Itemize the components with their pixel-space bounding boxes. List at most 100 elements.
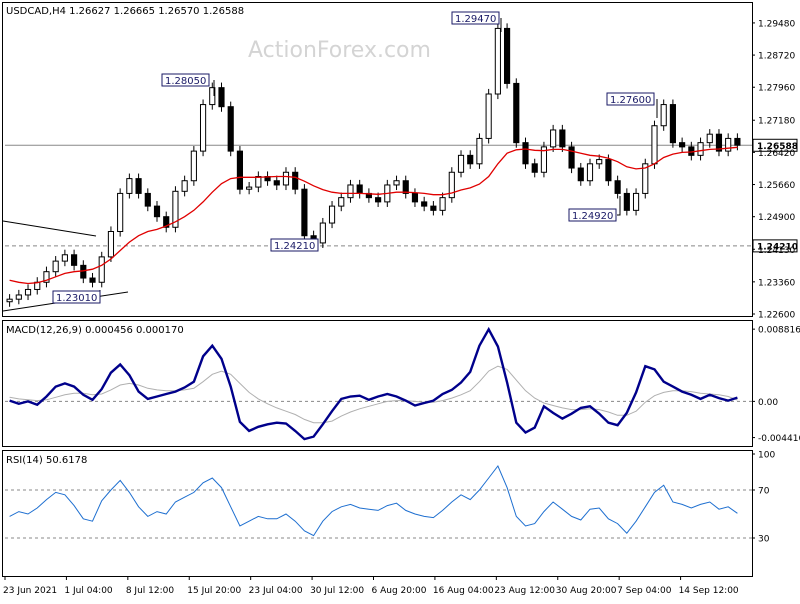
candle-body — [338, 197, 345, 207]
x-axis-label-4: 23 Jul 04:00 — [249, 586, 303, 596]
candle — [411, 188, 419, 207]
candle-body — [540, 146, 548, 173]
candle — [144, 188, 151, 212]
candle — [623, 188, 630, 216]
candle-body — [706, 133, 713, 144]
candle — [540, 141, 548, 178]
candle — [596, 154, 603, 169]
x-axis-label-1: 1 Jul 04:00 — [64, 586, 113, 596]
candle — [660, 99, 667, 131]
candle — [52, 256, 59, 277]
candle — [98, 251, 105, 288]
candle — [448, 167, 455, 203]
rsi-axis-label-1: 70 — [758, 487, 770, 497]
candle-body — [24, 288, 32, 296]
annotation-4: 1.24210 — [270, 236, 319, 252]
candle — [715, 129, 723, 157]
candle — [246, 182, 253, 195]
candle-body — [255, 176, 262, 188]
candle — [402, 175, 409, 199]
candle-body — [347, 184, 354, 199]
price-tag-0: 1.26588 — [752, 138, 798, 152]
candle — [421, 196, 428, 212]
macd-axis-label-0: 0.008816 — [758, 326, 800, 336]
macd-main-line — [9, 326, 738, 441]
candle — [190, 146, 197, 186]
candle — [135, 173, 142, 199]
candle-body — [586, 163, 594, 182]
candle-body — [107, 231, 115, 258]
annotation-label-2: 1.27600 — [610, 95, 651, 106]
price-pane-border — [2, 2, 753, 317]
candle-body — [282, 171, 290, 186]
annotation-2: 1.27600 — [606, 92, 658, 118]
candle-body — [522, 142, 529, 165]
candle — [282, 167, 290, 191]
price-axis-label-6: 1.24900 — [758, 213, 795, 223]
candle-body — [568, 146, 575, 169]
candle — [651, 120, 658, 169]
candle — [642, 158, 649, 199]
macd-pane-border — [2, 320, 753, 447]
candle-body — [52, 260, 59, 273]
candle — [292, 167, 299, 195]
rsi-axis-label-0: 100 — [758, 451, 775, 461]
candle — [218, 82, 225, 112]
x-axis-label-8: 23 Aug 12:00 — [494, 586, 555, 596]
x-axis-label-5: 30 Jul 12:00 — [310, 586, 364, 596]
candle-body — [448, 171, 455, 199]
price-axis-label-7: 1.24130 — [758, 246, 795, 256]
price-plot: 1.28050 1.29470 1.27600 1.24920 1.24210 1.230… — [2, 11, 752, 312]
candle-body — [531, 163, 538, 173]
candle — [476, 133, 483, 169]
price-tag-box-0 — [752, 138, 798, 152]
price-axis-label-1: 1.28720 — [758, 52, 795, 62]
candle — [586, 158, 594, 186]
trendline-upper — [2, 220, 97, 237]
candle-body — [98, 256, 105, 283]
annotation-leader-3 — [617, 196, 621, 216]
candle-body — [6, 298, 13, 303]
candle-body — [559, 129, 566, 148]
candle-body — [734, 137, 741, 146]
candle — [6, 294, 13, 307]
macd-header-label: MACD(12,26,9) 0.000456 0.000170 — [6, 325, 184, 336]
candle-body — [669, 104, 676, 144]
x-axis-label-3: 15 Jul 20:00 — [187, 586, 241, 596]
candle — [71, 249, 78, 271]
price-axis-label-2: 1.27960 — [758, 84, 795, 94]
candle — [467, 150, 474, 169]
rsi-axis-label-2: 30 — [758, 535, 770, 545]
x-axis-label-10: 7 Sep 04:00 — [617, 586, 672, 596]
annotation-box-1 — [451, 11, 500, 25]
macd-signal-line — [9, 365, 738, 424]
macd-plot — [5, 326, 752, 441]
candle — [319, 217, 326, 248]
annotation-label-3: 1.24920 — [572, 211, 613, 222]
candle-body — [144, 192, 151, 207]
candle — [117, 188, 124, 237]
candle-body — [679, 142, 686, 148]
candle-body — [356, 184, 363, 194]
candle-body — [292, 171, 299, 190]
price-tag-label-0: 1.26588 — [757, 142, 798, 152]
candle — [457, 150, 465, 178]
price-axis-label-8: 1.23360 — [758, 278, 795, 288]
candle — [24, 284, 32, 301]
price-axis-label-5: 1.25660 — [758, 181, 795, 191]
candle — [328, 201, 336, 229]
price-header-label: USDCAD,H4 1.26627 1.26665 1.26570 1.2658… — [6, 6, 244, 17]
candle — [679, 137, 686, 152]
candle-body — [421, 201, 428, 207]
candle-body — [476, 137, 483, 165]
macd-axis-label-1: 0.00 — [758, 398, 778, 408]
candle — [255, 171, 262, 193]
candle — [107, 226, 115, 262]
candle — [531, 158, 538, 178]
candle-body — [623, 192, 630, 211]
candle-body — [209, 87, 216, 106]
candle-body — [61, 254, 68, 262]
candle-body — [577, 167, 584, 182]
moving-average-line — [9, 146, 738, 285]
annotation-box-3 — [568, 208, 617, 222]
